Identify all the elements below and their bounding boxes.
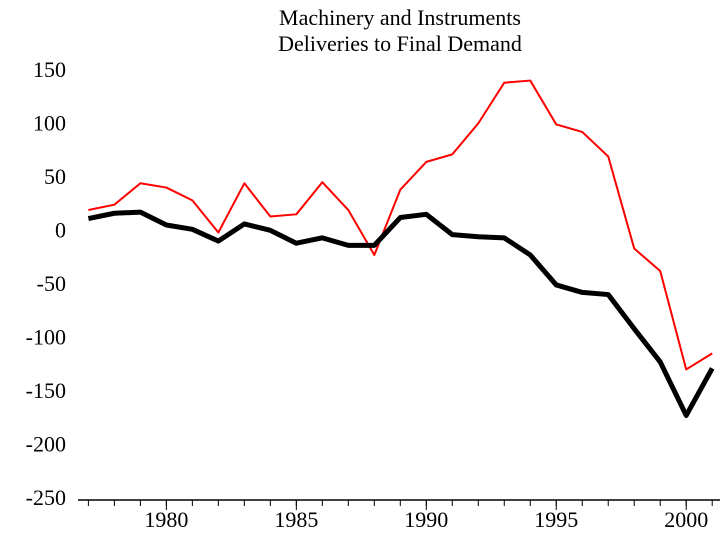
- chart-title: Deliveries to Final Demand: [278, 31, 522, 56]
- y-tick-label: 50: [44, 164, 66, 189]
- y-tick-label: -150: [26, 378, 66, 403]
- y-tick-label: 0: [55, 218, 66, 243]
- line-series: [88, 79, 713, 371]
- y-tick-label: -100: [26, 325, 66, 350]
- y-tick-label: 100: [33, 111, 66, 136]
- chart-title: Machinery and Instruments: [279, 5, 521, 30]
- x-tick-label: 1985: [274, 507, 318, 532]
- x-tick-label: 1990: [404, 507, 448, 532]
- y-tick-label: -200: [26, 432, 66, 457]
- line-series: [87, 209, 715, 418]
- x-tick-label: 1980: [144, 507, 188, 532]
- y-tick-label: -50: [37, 271, 66, 296]
- x-tick-label: 2000: [664, 507, 708, 532]
- x-tick-label: 1995: [534, 507, 578, 532]
- y-tick-label: -250: [26, 485, 66, 510]
- y-tick-label: 150: [33, 57, 66, 82]
